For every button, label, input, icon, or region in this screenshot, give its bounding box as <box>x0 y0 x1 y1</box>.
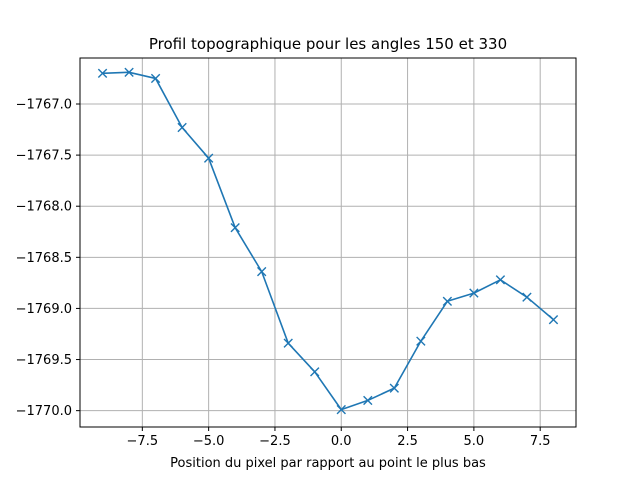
x-axis-label: Position du pixel par rapport au point l… <box>170 456 486 471</box>
data-point <box>203 153 214 163</box>
data-point <box>363 395 373 406</box>
data-point <box>469 288 479 298</box>
data-point <box>442 296 453 306</box>
y-tick-label: −1769.5 <box>16 353 72 368</box>
data-point <box>310 367 320 377</box>
data-point <box>548 314 559 325</box>
y-tick-label: −1767.5 <box>16 149 72 164</box>
y-tick-label: −1768.5 <box>16 251 72 266</box>
x-tick-label: 2.5 <box>397 434 418 449</box>
data-point <box>97 68 108 79</box>
y-tick-label: −1770.0 <box>16 404 72 419</box>
x-tick-label: −7.5 <box>127 434 159 449</box>
y-tick-label: −1769.0 <box>16 302 72 317</box>
plot-area-frame <box>79 57 577 428</box>
y-tick-label: −1767.0 <box>16 97 72 112</box>
data-point <box>522 292 532 302</box>
series-line <box>101 71 555 411</box>
x-tick-label: 5.0 <box>464 434 485 449</box>
chart-title: Profil topographique pour les angles 150… <box>149 35 507 53</box>
data-point <box>256 266 267 277</box>
data-point <box>416 336 426 346</box>
data-point <box>177 122 187 133</box>
x-tick-label: 7.5 <box>530 434 551 449</box>
data-point <box>336 404 346 415</box>
x-tick-label: 0.0 <box>331 434 352 449</box>
data-point <box>124 67 134 78</box>
x-tick-label: −2.5 <box>259 434 291 449</box>
data-point <box>495 275 506 285</box>
data-point <box>150 73 161 84</box>
x-tick-label: −5.0 <box>193 434 225 449</box>
data-point <box>230 222 240 233</box>
series-layer <box>97 67 559 415</box>
grid <box>80 58 576 427</box>
data-point <box>389 383 400 393</box>
data-point <box>283 338 293 348</box>
axis-ticks: −7.5 −5.0 −2.5 0.0 2.5 5.0 7.5 −1767.0 −1767.5 −1… <box>16 97 551 449</box>
y-tick-label: −1768.0 <box>16 200 72 215</box>
